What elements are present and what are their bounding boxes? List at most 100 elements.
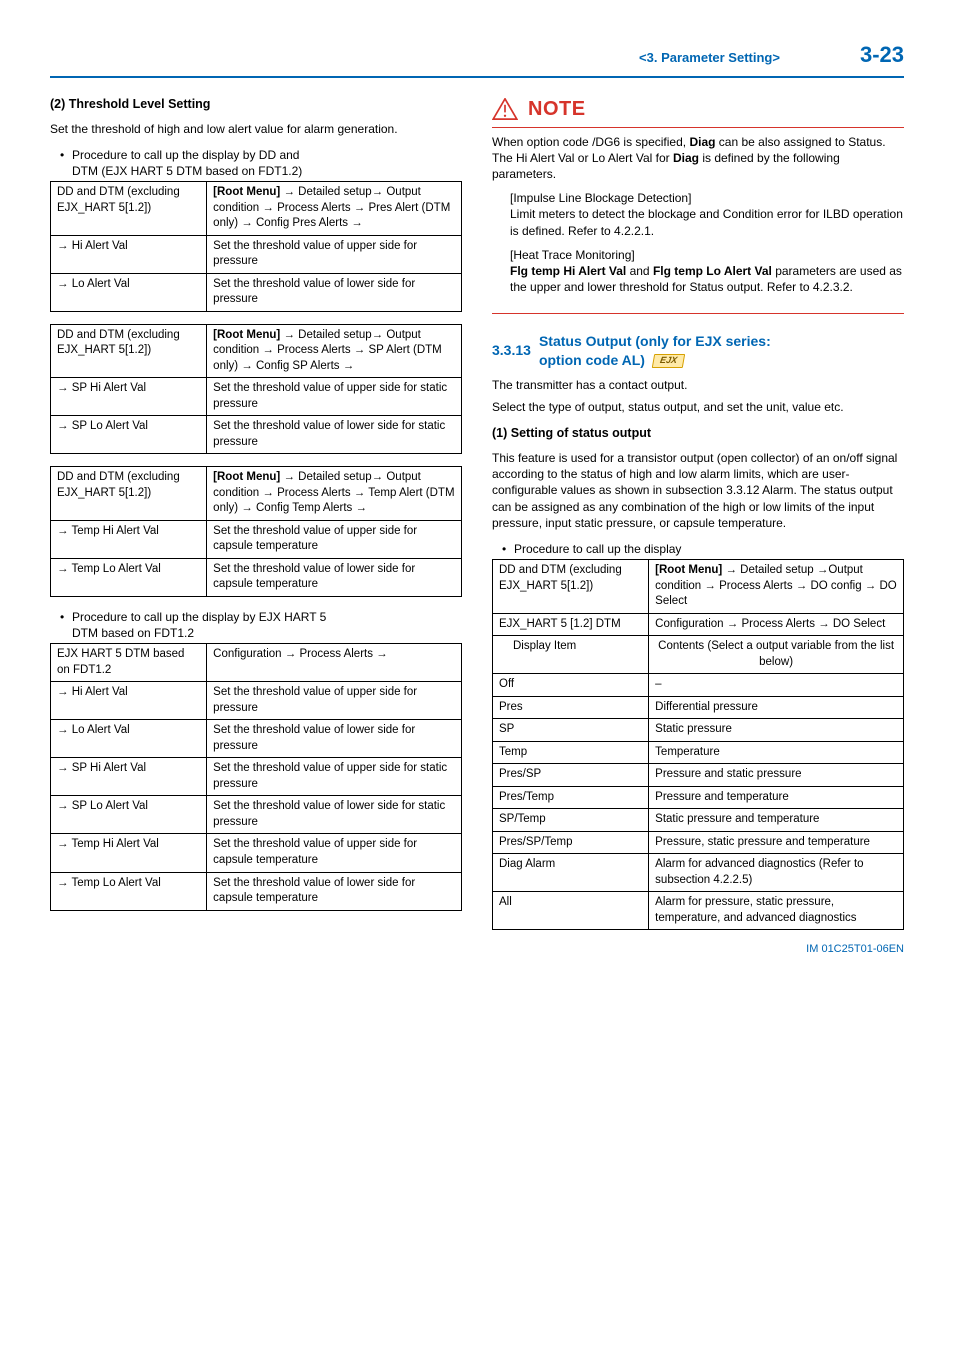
cell: DD and DTM (excluding EJX_HART 5[1.2]) [493, 560, 649, 614]
cell: Set the threshold value of lower side fo… [207, 720, 462, 758]
table-row: → SP Lo Alert ValSet the threshold value… [51, 796, 462, 834]
procedure-1-text: Procedure to call up the display by DD a… [72, 147, 302, 179]
note-imp1: [Impulse Line Blockage Detection] [510, 190, 904, 206]
cell: Configuration → Process Alerts → [207, 644, 462, 682]
cell: Set the threshold value of upper side fo… [207, 682, 462, 720]
table-row: DD and DTM (excluding EJX_HART 5[1.2])[R… [493, 560, 904, 614]
table-row: SPStatic pressure [493, 719, 904, 742]
cell: Static pressure and temperature [649, 809, 904, 832]
cell: → Temp Lo Alert Val [51, 872, 207, 910]
procedure-2-bullet: • Procedure to call up the display by EJ… [60, 609, 462, 641]
cell: EJX HART 5 DTM based on FDT1.2 [51, 644, 207, 682]
content-columns: (2) Threshold Level Setting Set the thre… [50, 96, 904, 943]
note-heat2: Flg temp Hi Alert Val and Flg temp Lo Al… [510, 263, 904, 295]
cell: → SP Hi Alert Val [51, 758, 207, 796]
cell: DD and DTM (excluding EJX_HART 5[1.2]) [51, 467, 207, 521]
cell: Temp [493, 741, 649, 764]
proc2-line2: DTM based on FDT1.2 [72, 625, 326, 641]
table-row: → SP Hi Alert ValSet the threshold value… [51, 378, 462, 416]
footer-doc-id: IM 01C25T01-06EN [806, 942, 904, 957]
note-p1a: When option code /DG6 is specified, [492, 135, 689, 149]
cell: Pressure, static pressure and temperatur… [649, 831, 904, 854]
table-row: AllAlarm for pressure, static pressure, … [493, 892, 904, 930]
procedure-3-bullet: • Procedure to call up the display [502, 541, 904, 557]
cell: SP [493, 719, 649, 742]
proc2-line1: Procedure to call up the display by EJX … [72, 609, 326, 625]
table-status-output: DD and DTM (excluding EJX_HART 5[1.2])[R… [492, 559, 904, 930]
note-p1b: Diag [689, 135, 715, 149]
cell: Temperature [649, 741, 904, 764]
cell: Diag Alarm [493, 854, 649, 892]
table-ejx-dtm: EJX HART 5 DTM based on FDT1.2Configurat… [50, 643, 462, 910]
note-body: When option code /DG6 is specified, Diag… [492, 134, 904, 315]
sec-number: 3.3.13 [492, 341, 531, 359]
table-row: → Lo Alert ValSet the threshold value of… [51, 720, 462, 758]
cell: → Temp Lo Alert Val [51, 558, 207, 596]
cell: Configuration → Process Alerts → DO Sele… [649, 613, 904, 636]
cell: Set the threshold value of lower side fo… [207, 416, 462, 454]
sec-title-l1: Status Output (only for EJX series: [539, 333, 771, 349]
left-column: (2) Threshold Level Setting Set the thre… [50, 96, 462, 943]
cell: DD and DTM (excluding EJX_HART 5[1.2]) [51, 182, 207, 236]
table-temp-alert: DD and DTM (excluding EJX_HART 5[1.2])[R… [50, 466, 462, 597]
cell: Pres/Temp [493, 786, 649, 809]
note-block: NOTE When option code /DG6 is specified,… [492, 96, 904, 315]
sec-title-l2: option code AL) [539, 352, 645, 368]
cell: Set the threshold value of lower side fo… [207, 872, 462, 910]
cell: Display Item [493, 636, 649, 674]
table-row: SP/TempStatic pressure and temperature [493, 809, 904, 832]
cell: [Root Menu] → Detailed setup→ Output con… [207, 324, 462, 378]
cell: SP/Temp [493, 809, 649, 832]
sec-p2: Select the type of output, status output… [492, 399, 904, 415]
table-row: EJX HART 5 DTM based on FDT1.2Configurat… [51, 644, 462, 682]
cell: → SP Lo Alert Val [51, 416, 207, 454]
note-p1: When option code /DG6 is specified, Diag… [492, 134, 904, 183]
table-row: → Temp Hi Alert ValSet the threshold val… [51, 834, 462, 872]
cell: EJX_HART 5 [1.2] DTM [493, 613, 649, 636]
cell: – [649, 674, 904, 697]
cell: Pres/SP/Temp [493, 831, 649, 854]
note-heat2b: and [626, 264, 653, 278]
header-page-number: 3-23 [860, 40, 904, 70]
procedure-1-bullet: • Procedure to call up the display by DD… [60, 147, 462, 179]
table-row: PresDifferential pressure [493, 696, 904, 719]
table-row: Pres/TempPressure and temperature [493, 786, 904, 809]
table-row: DD and DTM (excluding EJX_HART 5[1.2])[R… [51, 467, 462, 521]
cell: Set the threshold value of upper side fo… [207, 758, 462, 796]
table-row: → SP Hi Alert ValSet the threshold value… [51, 758, 462, 796]
cell: Pres [493, 696, 649, 719]
bullet-icon: • [60, 147, 72, 179]
note-title: NOTE [528, 96, 586, 123]
note-impulse: [Impulse Line Blockage Detection] Limit … [510, 190, 904, 239]
note-header: NOTE [492, 96, 904, 128]
cell: Set the threshold value of upper side fo… [207, 235, 462, 273]
table-row: TempTemperature [493, 741, 904, 764]
section-3-3-13-heading: 3.3.13 Status Output (only for EJX serie… [492, 332, 904, 368]
sec-p1: The transmitter has a contact output. [492, 377, 904, 393]
cell: → Hi Alert Val [51, 235, 207, 273]
cell: Set the threshold value of upper side fo… [207, 378, 462, 416]
cell: [Root Menu] → Detailed setup→ Output con… [207, 182, 462, 236]
cell: Set the threshold value of lower side fo… [207, 796, 462, 834]
note-heat1: [Heat Trace Monitoring] [510, 247, 904, 263]
threshold-intro: Set the threshold of high and low alert … [50, 121, 462, 137]
threshold-heading: (2) Threshold Level Setting [50, 96, 462, 113]
page-header: <3. Parameter Setting> 3-23 [50, 40, 904, 78]
procedure-2-text: Procedure to call up the display by EJX … [72, 609, 326, 641]
note-heat2a: Flg temp Hi Alert Val [510, 264, 626, 278]
proc1-line1: Procedure to call up the display by DD a… [72, 147, 302, 163]
cell: → Hi Alert Val [51, 682, 207, 720]
table-row: → SP Lo Alert ValSet the threshold value… [51, 416, 462, 454]
table-row: → Hi Alert ValSet the threshold value of… [51, 682, 462, 720]
cell: Pressure and temperature [649, 786, 904, 809]
table-row: DD and DTM (excluding EJX_HART 5[1.2])[R… [51, 324, 462, 378]
cell: Off [493, 674, 649, 697]
sub-section-para: This feature is used for a transistor ou… [492, 450, 904, 531]
sec-title-wrap: Status Output (only for EJX series: opti… [539, 332, 771, 368]
cell: Pres/SP [493, 764, 649, 787]
proc3-text: Procedure to call up the display [514, 541, 681, 557]
note-p1d: Diag [673, 151, 699, 165]
cell: → Temp Hi Alert Val [51, 834, 207, 872]
table-row: Pres/SPPressure and static pressure [493, 764, 904, 787]
cell: → SP Hi Alert Val [51, 378, 207, 416]
